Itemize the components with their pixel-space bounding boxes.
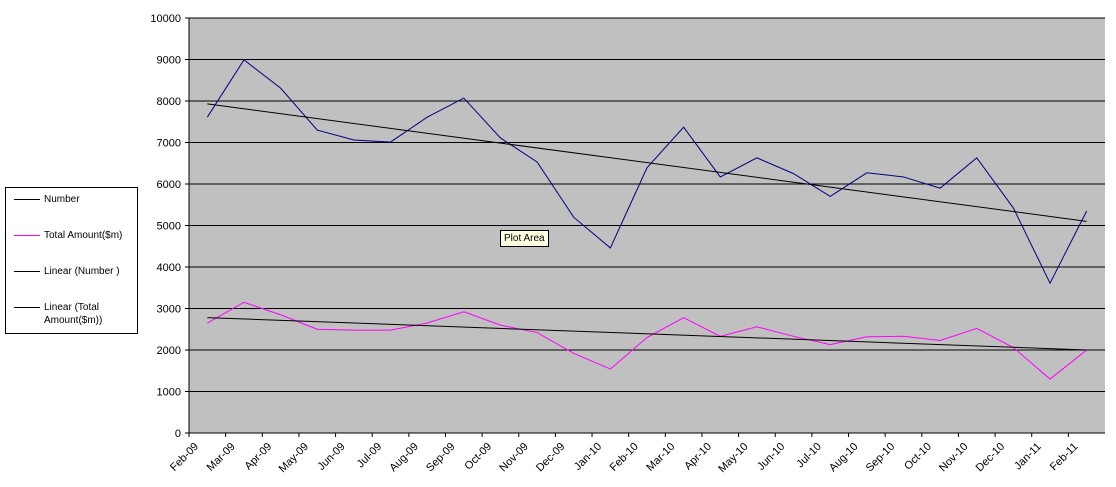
legend-label: Linear (Total Amount($m)) xyxy=(44,302,103,326)
legend-entry: Number xyxy=(14,193,132,206)
y-tick-label: 7000 xyxy=(157,138,181,150)
x-tick-label: Dec-09 xyxy=(534,441,568,475)
x-tick-label: Aug-10 xyxy=(827,441,861,475)
x-tick-label: Mar-10 xyxy=(644,441,677,474)
legend-entry: Linear (Total Amount($m)) xyxy=(14,301,132,327)
x-tick-label: Jun-09 xyxy=(315,441,347,473)
x-tick-label: Feb-09 xyxy=(168,441,201,474)
x-tick-label: Feb-10 xyxy=(608,441,641,474)
x-tick-label: Nov-10 xyxy=(937,441,971,475)
y-tick-label: 4000 xyxy=(157,262,181,274)
x-tick-label: Dec-10 xyxy=(974,441,1008,475)
trendline xyxy=(207,317,1087,351)
trendline xyxy=(207,103,1087,222)
legend-label: Total Amount($m) xyxy=(44,230,123,241)
legend-swatch xyxy=(14,199,40,200)
x-tick-label: Apr-09 xyxy=(243,441,275,473)
series-line xyxy=(207,301,1087,380)
y-tick-label: 0 xyxy=(175,428,181,440)
legend-label: Number xyxy=(44,194,80,205)
x-tick-label: Sep-09 xyxy=(424,441,458,475)
legend: Number Total Amount($m) Linear (Number ) Li… xyxy=(5,187,138,334)
legend-entry: Total Amount($m) xyxy=(14,229,132,242)
y-tick-label: 2000 xyxy=(157,345,181,357)
x-tick-label: Oct-10 xyxy=(902,441,934,473)
y-tick-label: 10000 xyxy=(150,13,181,25)
x-tick-label: Sep-10 xyxy=(864,441,898,475)
legend-swatch xyxy=(14,271,40,272)
tooltip: Plot Area xyxy=(500,230,549,247)
y-tick-label: 5000 xyxy=(157,221,181,233)
y-tick-label: 9000 xyxy=(157,55,181,67)
series-line xyxy=(206,59,1088,285)
y-tick-label: 3000 xyxy=(157,304,181,316)
x-tick-label: Feb-11 xyxy=(1048,441,1081,474)
legend-swatch xyxy=(14,307,40,308)
x-tick-label: Jan-10 xyxy=(572,441,604,473)
x-tick-label: Oct-09 xyxy=(462,441,494,473)
x-tick-label: Jul-10 xyxy=(794,441,824,471)
legend-entry: Linear (Number ) xyxy=(14,265,132,278)
legend-swatch xyxy=(14,235,40,236)
x-tick-label: Aug-09 xyxy=(387,441,421,475)
x-tick-label: Apr-10 xyxy=(682,441,714,473)
y-tick-label: 8000 xyxy=(157,96,181,108)
x-tick-label: Jun-10 xyxy=(755,441,787,473)
x-tick-label: Jul-09 xyxy=(355,441,385,471)
legend-label: Linear (Number ) xyxy=(44,266,120,277)
x-tick-label: Jan-11 xyxy=(1012,441,1044,473)
x-tick-label: May-10 xyxy=(716,441,750,475)
x-tick-label: Nov-09 xyxy=(497,441,531,475)
x-tick-label: May-09 xyxy=(277,441,311,475)
y-tick-label: 1000 xyxy=(157,387,181,399)
x-tick-label: Mar-09 xyxy=(205,441,238,474)
y-tick-label: 6000 xyxy=(157,179,181,191)
